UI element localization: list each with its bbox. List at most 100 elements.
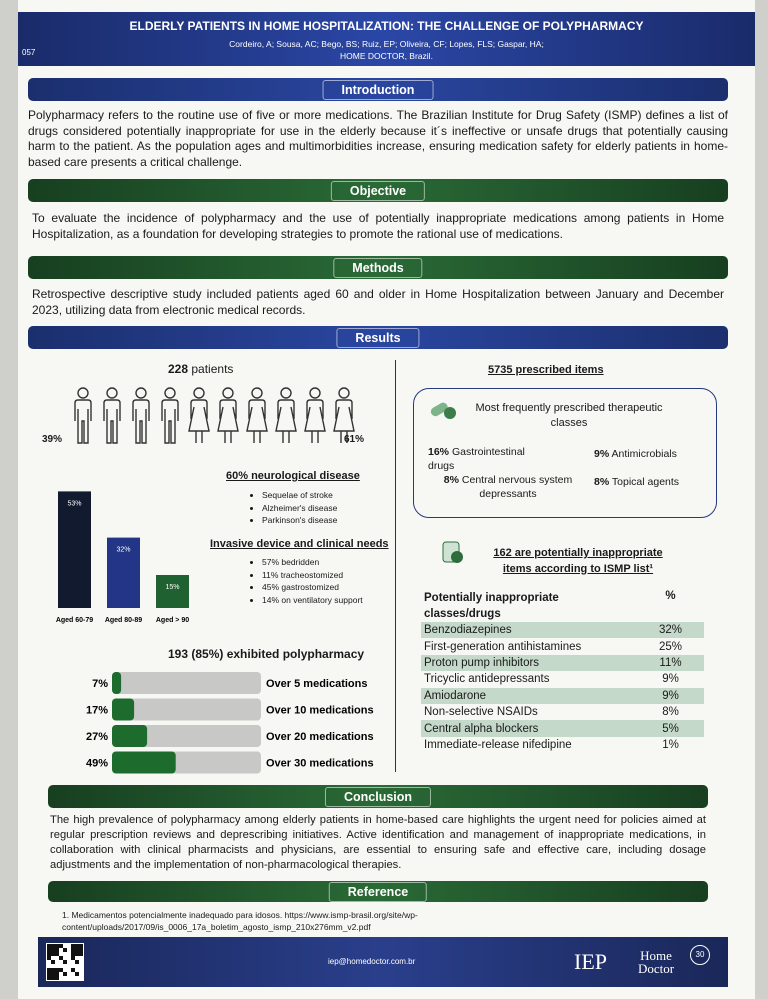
pill-icon <box>430 402 456 419</box>
head <box>251 387 263 399</box>
doc-badge <box>451 551 463 563</box>
qr-cell <box>51 952 55 956</box>
head <box>77 387 89 399</box>
body <box>161 399 179 444</box>
qr-cell <box>71 952 75 956</box>
class-pct: 9% <box>594 448 610 460</box>
list-item: Sequelae of stroke <box>262 489 337 502</box>
body <box>275 399 297 443</box>
qr-cell <box>59 944 63 948</box>
qr-cell <box>75 948 79 952</box>
qr-cell <box>55 944 59 948</box>
bar <box>156 575 189 608</box>
heading: Reference <box>328 882 428 902</box>
table-header: Potentially inappropriate classes/drugs% <box>421 590 704 622</box>
table-cell: Amiodarone <box>424 689 487 702</box>
qr-cell <box>79 952 83 956</box>
bar <box>112 751 176 774</box>
head <box>164 387 176 399</box>
list-item: Alzheimer's disease <box>262 502 337 515</box>
body <box>304 399 326 443</box>
qr-cell <box>47 956 51 960</box>
qr-cell <box>75 960 79 964</box>
age-chart: 53% Aged 60-79 32% Aged 80-89 15% Aged > 90 <box>56 491 189 624</box>
head <box>338 387 350 399</box>
qr-cell <box>51 972 55 976</box>
qr-cell <box>47 972 51 976</box>
email: iep@homedoctor.com.br <box>328 957 416 966</box>
value-label: 7% <box>92 678 108 690</box>
section-header: Results <box>28 326 728 349</box>
table-cell: Non-selective NSAIDs <box>424 706 538 719</box>
class-name: Antimicrobials <box>611 448 677 460</box>
class-pct: 8% <box>594 476 610 488</box>
polypharmacy-chart: 7% Over 5 medications 17% Over 10 medicatio… <box>86 672 374 774</box>
body <box>132 399 150 444</box>
qr-cell <box>71 944 75 948</box>
classes-box: Most frequently prescribed therapeutic c… <box>413 388 717 518</box>
table-row: Benzodiazepines 32% <box>421 622 704 639</box>
person-icon <box>333 387 355 443</box>
person-icon <box>132 387 150 444</box>
logo-iep: IEP <box>574 949 607 974</box>
person-icon <box>161 387 179 444</box>
qr-cell <box>71 968 75 972</box>
list-item: 14% on ventilatory support <box>262 594 363 607</box>
logo-home: Home <box>640 948 672 963</box>
qr-cell <box>79 944 83 948</box>
count-label: patients <box>191 362 234 376</box>
table-cell: Proton pump inhibitors <box>424 656 540 669</box>
category-label: Over 30 medications <box>266 758 374 770</box>
category-label: Aged 80-89 <box>105 617 142 624</box>
qr-code <box>46 943 84 981</box>
class-pct: 16% <box>428 446 450 458</box>
table-cell: Immediate-release nifedipine <box>424 738 572 751</box>
people-figure <box>74 387 355 444</box>
heading: Introduction <box>322 80 434 100</box>
class-pct: 8% <box>443 474 459 486</box>
bar <box>107 537 140 608</box>
prescribed-title: 5735 prescribed items <box>488 364 604 376</box>
value-label: 53% <box>67 500 81 507</box>
body <box>333 399 355 443</box>
qr-cell <box>51 944 55 948</box>
body <box>103 399 121 444</box>
person-icon <box>246 387 268 443</box>
qr-cell <box>71 956 75 960</box>
table-row: Tricyclic antidepressants 9% <box>421 671 704 687</box>
reference-text: 1. Medicamentos potencialmente inadequad… <box>62 910 418 932</box>
invasive-title: Invasive device and clinical needs <box>210 538 389 550</box>
class-name: Gastrointestinal drugs <box>428 446 525 472</box>
qr-cell <box>47 952 51 956</box>
header-cell: % <box>665 590 676 602</box>
person-icon <box>103 387 121 444</box>
qr-cell <box>59 968 63 972</box>
person-icon <box>217 387 239 443</box>
list-item: 11% tracheostomized <box>262 569 363 582</box>
qr-cell <box>63 960 67 964</box>
value-label: 49% <box>86 758 108 770</box>
qr-cell <box>47 944 51 948</box>
body <box>217 399 239 443</box>
qr-cell <box>55 968 59 972</box>
table-row: Immediate-release nifedipine 1% <box>421 737 704 753</box>
list-item: Parkinson's disease <box>262 514 337 527</box>
qr-cell <box>75 972 79 976</box>
person-icon <box>275 387 297 443</box>
inappropriate-title: 162 are potentially inappropriate items … <box>493 547 663 575</box>
authors: Cordeiro, A; Sousa, AC; Bego, BS; Ruiz, … <box>229 39 544 49</box>
male-pct: 39% <box>42 434 63 445</box>
table: Potentially inappropriate classes/drugs%… <box>421 590 704 753</box>
qr-cell <box>55 952 59 956</box>
logo-badge: 30 <box>690 945 710 965</box>
table-cell: 1% <box>662 738 679 751</box>
table-cell: First-generation antihistamines <box>424 640 582 653</box>
table-cell: 9% <box>662 689 679 702</box>
head <box>106 387 118 399</box>
polypharmacy-title: 193 (85%) exhibited polypharmacy <box>168 647 365 661</box>
value-label: 32% <box>116 547 130 554</box>
head <box>222 387 234 399</box>
qr-cell <box>51 968 55 972</box>
qr-cell <box>51 976 55 980</box>
category-label: Aged 60-79 <box>56 617 93 624</box>
